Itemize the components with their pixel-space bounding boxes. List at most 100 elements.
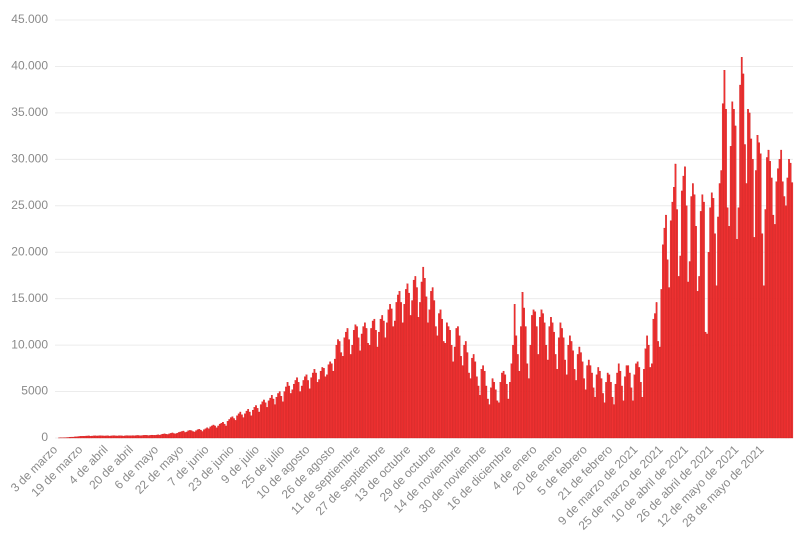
bar: [393, 320, 396, 439]
y-tick-label: 15.000: [11, 291, 48, 305]
bar: [562, 337, 565, 439]
bar: [531, 315, 533, 439]
bar: [387, 309, 390, 439]
bar: [141, 435, 144, 439]
bar: [591, 372, 593, 439]
bar: [334, 358, 336, 439]
bar: [570, 341, 573, 439]
bar: [72, 436, 74, 439]
bar: [767, 149, 770, 439]
bar: [352, 330, 355, 439]
bar: [725, 109, 727, 439]
bar: [384, 337, 387, 439]
bar: [580, 352, 582, 439]
bar: [433, 300, 436, 439]
bar: [163, 433, 166, 439]
bar: [160, 434, 163, 439]
bar: [729, 146, 732, 439]
bar: [523, 307, 525, 439]
bar: [603, 402, 606, 439]
bar: [343, 337, 346, 439]
bar: [110, 435, 112, 439]
bar: [211, 425, 213, 439]
bar: [434, 326, 437, 439]
bar: [715, 285, 718, 439]
bar: [442, 341, 445, 439]
bar: [553, 331, 555, 439]
bar: [726, 207, 729, 439]
bar: [450, 344, 453, 439]
bar: [408, 292, 410, 439]
bar: [617, 363, 620, 439]
bar: [777, 168, 779, 439]
bar: [441, 318, 443, 439]
bar: [118, 435, 120, 439]
bar: [181, 431, 183, 439]
bar: [162, 433, 164, 439]
bar: [613, 404, 615, 439]
bar: [133, 435, 136, 439]
y-tick-label: 40.000: [11, 59, 48, 73]
bar: [557, 337, 560, 439]
bar: [665, 214, 667, 439]
bar: [447, 326, 450, 439]
bar: [81, 435, 84, 439]
bar: [720, 170, 723, 439]
bar: [491, 378, 494, 439]
bar: [201, 431, 204, 439]
bar: [662, 244, 664, 439]
bar: [581, 361, 584, 439]
bar: [198, 429, 201, 439]
y-tick-label: 10.000: [11, 337, 48, 351]
bar: [452, 361, 455, 439]
bar: [439, 309, 442, 439]
bar: [324, 376, 327, 439]
bar: [283, 391, 286, 439]
bar: [431, 287, 434, 439]
bar: [326, 374, 328, 439]
bar: [412, 279, 415, 439]
bar: [480, 369, 483, 439]
bar: [335, 344, 338, 439]
bar: [584, 389, 587, 439]
bar: [468, 372, 470, 439]
bar: [791, 182, 794, 439]
bar: [136, 435, 139, 439]
bar: [389, 304, 391, 439]
bar: [170, 433, 172, 439]
bar: [69, 437, 71, 439]
bar: [423, 278, 426, 439]
bar: [239, 411, 242, 439]
bar: [315, 372, 317, 439]
bar: [663, 227, 666, 439]
bar: [592, 387, 595, 439]
bar: [731, 101, 734, 439]
bar: [611, 396, 614, 439]
bar: [155, 434, 158, 439]
bar: [535, 326, 538, 439]
bar: [583, 378, 585, 439]
bar: [398, 291, 401, 439]
bar: [231, 416, 234, 439]
bar: [698, 276, 701, 439]
bar: [636, 361, 639, 439]
bar: [534, 311, 537, 439]
bar: [518, 370, 521, 439]
bar: [220, 422, 223, 439]
bar: [624, 376, 626, 439]
bar: [572, 350, 574, 439]
bar: [704, 331, 707, 439]
bar: [684, 166, 686, 439]
bar: [638, 367, 641, 439]
bar: [373, 318, 376, 439]
bar: [556, 369, 559, 439]
bar: [108, 435, 111, 439]
bar: [237, 413, 240, 439]
bar: [192, 431, 194, 439]
bar: [576, 354, 579, 439]
bar: [357, 337, 360, 439]
y-tick-label: 0: [41, 430, 48, 444]
bar: [409, 315, 412, 439]
bar: [567, 344, 570, 439]
